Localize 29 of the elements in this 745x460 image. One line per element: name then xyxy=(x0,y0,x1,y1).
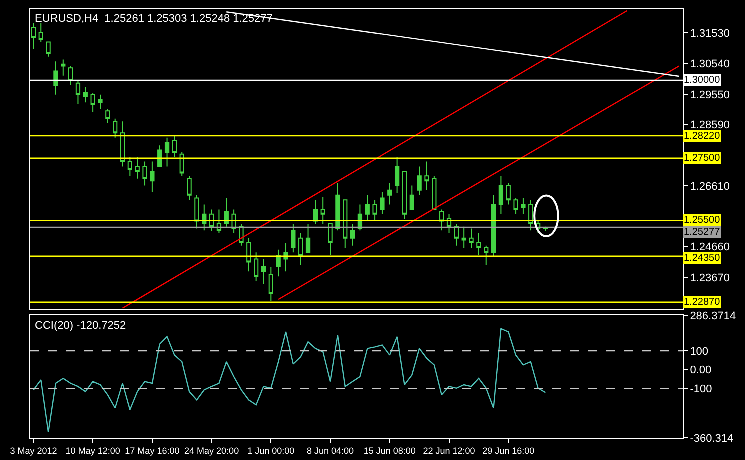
y-tick-label: 1.23670 xyxy=(690,272,730,284)
x-tick-label: 24 May 20:00 xyxy=(184,446,240,456)
x-tick-label: 1 Jun 00:00 xyxy=(248,446,295,456)
y-tick-label: -100 xyxy=(690,384,712,396)
ref-line-label: 1.25500 xyxy=(684,215,721,226)
y-tick-label: 1.24660 xyxy=(690,242,730,254)
ref-line-label: 1.25277 xyxy=(684,227,721,238)
ref-line-label: 1.22870 xyxy=(684,297,721,308)
x-tick-label: 22 Jun 12:00 xyxy=(423,446,476,456)
y-tick-label: 100 xyxy=(690,346,709,358)
y-tick-label: 286.3714 xyxy=(690,310,736,323)
x-tick-label: 8 Jun 04:00 xyxy=(307,446,354,456)
x-tick-label: 3 May 2012 xyxy=(10,446,58,456)
y-tick-label: 1.31530 xyxy=(690,28,730,40)
y-tick-label: 1.30540 xyxy=(690,58,730,71)
y-tick-label: 0.00 xyxy=(690,364,712,377)
y-tick-label: 1.29550 xyxy=(690,89,730,102)
x-tick-label: 10 May 12:00 xyxy=(66,446,120,456)
ref-line-label: 1.27500 xyxy=(684,153,721,164)
chart-title: CCI(20) -120.7252 xyxy=(35,320,126,332)
y-tick-label: -360.314 xyxy=(690,432,734,445)
ref-line-label: 1.30000 xyxy=(684,75,721,86)
y-tick-label: 1.26610 xyxy=(690,180,730,193)
x-tick-label: 29 Jun 16:00 xyxy=(482,446,535,456)
x-tick-label: 17 May 16:00 xyxy=(125,446,180,456)
ref-line-label: 1.28220 xyxy=(684,131,721,142)
ref-line-label: 1.24350 xyxy=(684,253,721,264)
x-tick-label: 15 Jun 08:00 xyxy=(364,446,416,456)
y-tick-label: 1.28590 xyxy=(690,119,730,132)
